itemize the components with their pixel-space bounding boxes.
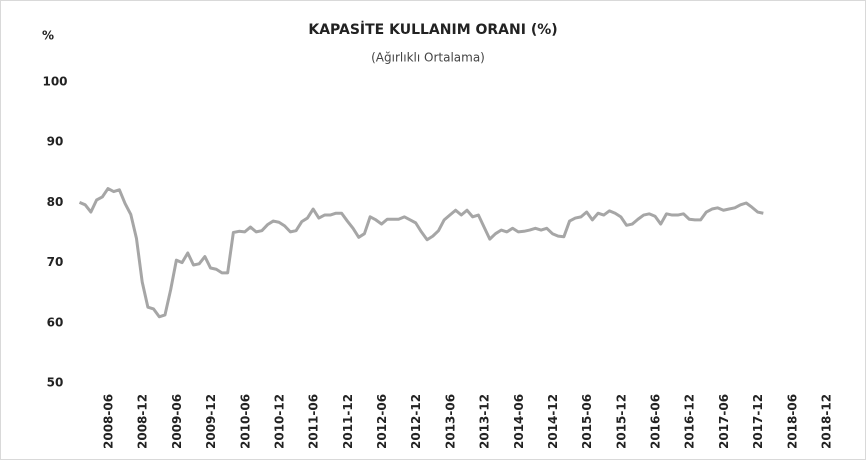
x-tick-label: 2015-12 — [614, 394, 628, 449]
x-tick-label: 2010-06 — [238, 394, 252, 449]
x-tick-label: 2018-12 — [820, 394, 834, 449]
x-tick-label: 2011-06 — [307, 394, 321, 449]
chart-subtitle: (Ağırlıklı Ortalama) — [371, 51, 485, 65]
x-tick-label: 2012-06 — [375, 394, 389, 449]
y-tick-label: 100 — [42, 75, 67, 89]
y-tick-label: 90 — [47, 135, 64, 149]
x-tick-label: 2009-06 — [170, 394, 184, 449]
x-tick-label: 2017-12 — [751, 394, 765, 449]
x-tick-label: 2008-12 — [136, 394, 150, 449]
x-tick-label: 2014-12 — [546, 394, 560, 449]
x-tick-label: 2010-12 — [272, 394, 286, 449]
x-tick-label: 2013-12 — [478, 394, 492, 449]
y-tick-label: 50 — [47, 376, 64, 390]
chart-title: KAPASİTE KULLANIM ORANI (%) — [308, 21, 557, 38]
x-tick-label: 2016-12 — [683, 394, 697, 449]
y-tick-label: 80 — [47, 195, 64, 209]
y-axis-label: % — [42, 29, 54, 43]
x-tick-label: 2011-12 — [341, 394, 355, 449]
x-tick-label: 2015-06 — [580, 394, 594, 449]
x-tick-label: 2014-06 — [512, 394, 526, 449]
x-tick-label: 2018-06 — [785, 394, 799, 449]
x-tick-label: 2009-12 — [204, 394, 218, 449]
x-tick-label: 2008-06 — [101, 394, 115, 449]
x-tick-label: 2017-06 — [717, 394, 731, 449]
x-tick-label: 2016-06 — [649, 394, 663, 449]
y-tick-label: 70 — [47, 255, 64, 269]
y-tick-label: 60 — [47, 315, 64, 329]
x-tick-label: 2013-06 — [443, 394, 457, 449]
x-tick-label: 2012-12 — [409, 394, 423, 449]
data-line — [78, 187, 764, 319]
